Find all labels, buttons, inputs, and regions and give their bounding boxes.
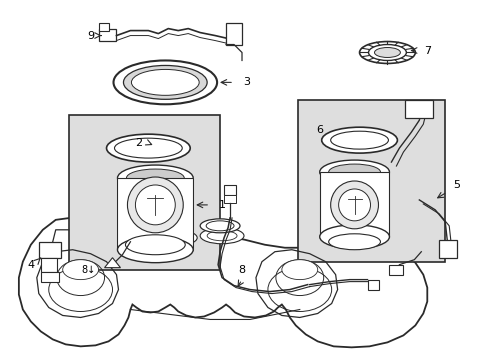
Text: 5: 5 (453, 180, 460, 190)
Text: 8↓: 8↓ (81, 265, 96, 275)
Bar (41, 272, 59, 282)
Ellipse shape (200, 219, 240, 233)
Bar (225, 23, 242, 45)
Text: 4: 4 (27, 260, 34, 270)
Text: 8: 8 (238, 265, 245, 275)
Text: 9: 9 (87, 31, 94, 41)
Ellipse shape (200, 228, 244, 244)
Text: 1: 1 (218, 200, 225, 210)
Bar (224, 195, 236, 203)
Bar (68, 115, 220, 270)
Ellipse shape (126, 169, 184, 187)
Ellipse shape (135, 219, 175, 233)
Ellipse shape (328, 164, 380, 180)
Bar (224, 185, 236, 195)
Bar (41, 258, 57, 272)
Ellipse shape (127, 177, 183, 233)
Text: 2: 2 (135, 138, 142, 148)
Bar (99, 28, 116, 41)
Ellipse shape (114, 138, 182, 158)
Bar (405, 100, 432, 118)
Ellipse shape (117, 237, 193, 263)
Text: 3: 3 (243, 77, 250, 87)
Ellipse shape (106, 134, 190, 162)
Ellipse shape (330, 131, 387, 149)
Polygon shape (104, 258, 120, 268)
Bar (319, 172, 388, 237)
Bar (367, 280, 379, 289)
Bar (388, 265, 403, 275)
Ellipse shape (330, 181, 378, 229)
Ellipse shape (281, 260, 317, 280)
Ellipse shape (62, 260, 99, 280)
Ellipse shape (319, 160, 388, 184)
Ellipse shape (153, 230, 197, 246)
Ellipse shape (328, 234, 380, 250)
Ellipse shape (374, 48, 400, 58)
Ellipse shape (321, 127, 397, 153)
Ellipse shape (338, 189, 370, 221)
Ellipse shape (113, 60, 217, 104)
Ellipse shape (123, 66, 207, 99)
Ellipse shape (125, 235, 185, 255)
Ellipse shape (131, 69, 199, 95)
Bar (438, 240, 456, 258)
Polygon shape (19, 218, 427, 347)
Text: 6: 6 (316, 125, 323, 135)
Text: 7: 7 (423, 45, 430, 55)
Bar (117, 178, 193, 250)
Bar (39, 242, 61, 258)
Bar (225, 36, 236, 44)
Ellipse shape (117, 165, 193, 191)
Ellipse shape (368, 45, 406, 60)
Bar (297, 100, 444, 262)
Ellipse shape (135, 185, 175, 225)
Bar (99, 23, 108, 31)
Ellipse shape (319, 225, 388, 249)
